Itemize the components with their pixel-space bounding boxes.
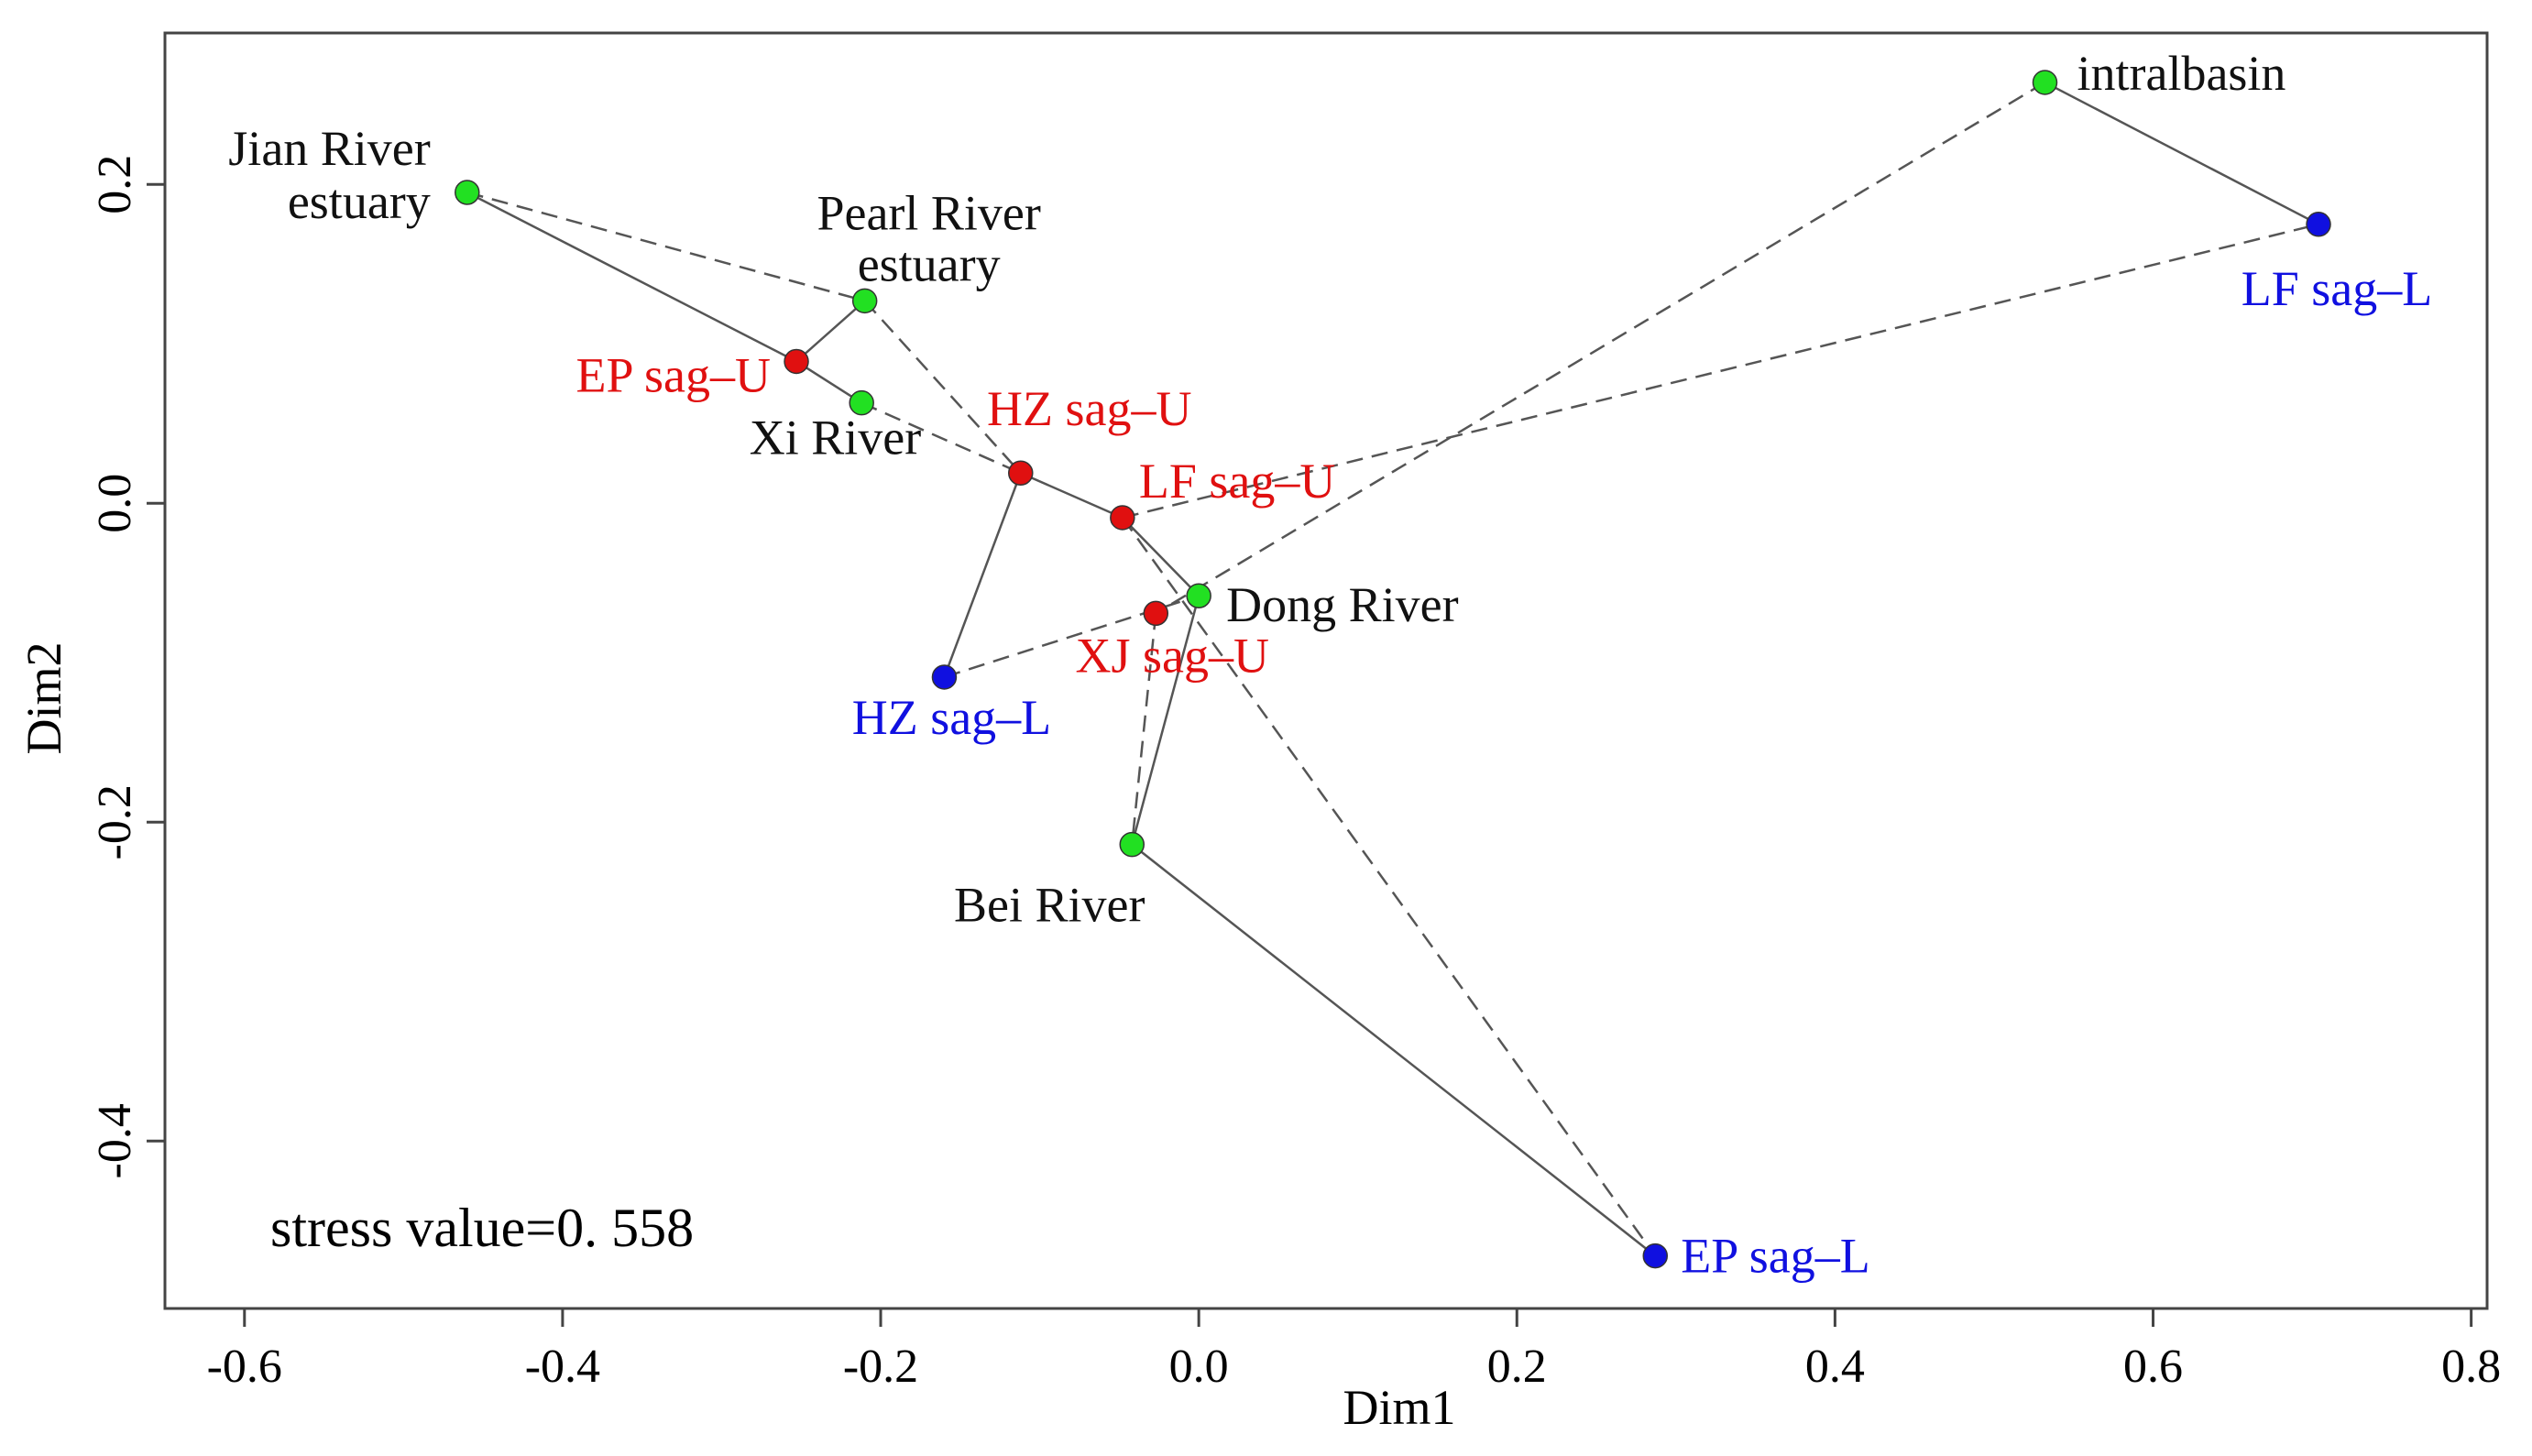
dashed-link: [944, 595, 1200, 679]
label-ep_u: EP sag–U: [576, 347, 772, 402]
x-tick-label: 0.8: [2441, 1341, 2501, 1393]
label-xj_u: XJ sag–U: [1076, 628, 1270, 683]
axes-layer: -0.6 -0.4 -0.2 0.0 0.2 0.4 0.6 0.8 -0.4 -0.2 0.0 0.…: [89, 155, 2501, 1393]
label-dong: Dong River: [1226, 577, 1458, 632]
solid-link: [943, 472, 1022, 678]
dashed-link: [860, 401, 1022, 475]
point-jian: [455, 180, 480, 205]
solid-link: [795, 360, 862, 404]
solid-link: [466, 191, 797, 363]
x-tick-label: 0.0: [1169, 1341, 1229, 1393]
solid-link: [1020, 472, 1124, 520]
label-lf_u: LF sag–U: [1139, 454, 1336, 509]
y-tick-label: 0.0: [89, 474, 141, 533]
point-intra: [2032, 70, 2058, 95]
x-tick-label: 0.2: [1487, 1341, 1547, 1393]
point-dong: [1186, 583, 1211, 608]
label-bei: Bei River: [954, 878, 1145, 933]
point-pearl: [851, 288, 878, 314]
x-axis-title: Dim1: [1343, 1380, 1455, 1435]
dashed-link: [1155, 81, 2046, 615]
link-layer: [466, 81, 2319, 1257]
point-xj_u: [1143, 600, 1169, 627]
solid-link: [2044, 81, 2319, 225]
point-ep_l: [1642, 1243, 1669, 1269]
solid-link: [1131, 595, 1200, 845]
point-bei: [1119, 831, 1145, 858]
point-xi: [849, 389, 874, 416]
x-tick-label: -0.4: [525, 1341, 600, 1393]
label-jian: Jian River: [228, 121, 430, 176]
solid-link: [1121, 517, 1200, 597]
label-pearl: estuary: [858, 236, 1001, 291]
x-tick-label: -0.2: [843, 1341, 918, 1393]
solid-link: [1131, 843, 1657, 1257]
plot-frame: [163, 31, 2489, 1310]
solid-link: [795, 300, 866, 363]
y-tick-label: -0.2: [89, 784, 141, 859]
label-ep_l: EP sag–L: [1681, 1229, 1869, 1284]
y-axis-title: Dim2: [16, 641, 71, 754]
label-hz_u: HZ sag–U: [987, 381, 1191, 436]
y-tick-label: -0.4: [89, 1103, 141, 1178]
label-pearl: Pearl River: [817, 185, 1040, 240]
point-ep_u: [784, 348, 809, 375]
x-tick-label: -0.6: [207, 1341, 282, 1393]
x-tick-label: 0.4: [1805, 1341, 1865, 1393]
label-intra: intralbasin: [2077, 46, 2285, 101]
label-lf_l: LF sag–L: [2242, 261, 2433, 316]
label-xi: Xi River: [750, 411, 921, 465]
point-hz_u: [1008, 460, 1034, 486]
dashed-link: [1121, 517, 1657, 1257]
x-tick-label: 0.6: [2123, 1341, 2183, 1393]
stress-annotation: stress value=0. 558: [270, 1198, 694, 1258]
dashed-link: [1131, 613, 1157, 845]
point-lf_u: [1110, 505, 1135, 531]
dashed-link: [863, 300, 1022, 475]
dashed-link: [466, 191, 866, 302]
y-tick-label: 0.2: [89, 155, 141, 214]
point-hz_l: [931, 664, 958, 690]
point-lf_l: [2306, 212, 2331, 237]
label-jian: estuary: [288, 174, 431, 229]
label-hz_l: HZ sag–L: [852, 690, 1051, 745]
